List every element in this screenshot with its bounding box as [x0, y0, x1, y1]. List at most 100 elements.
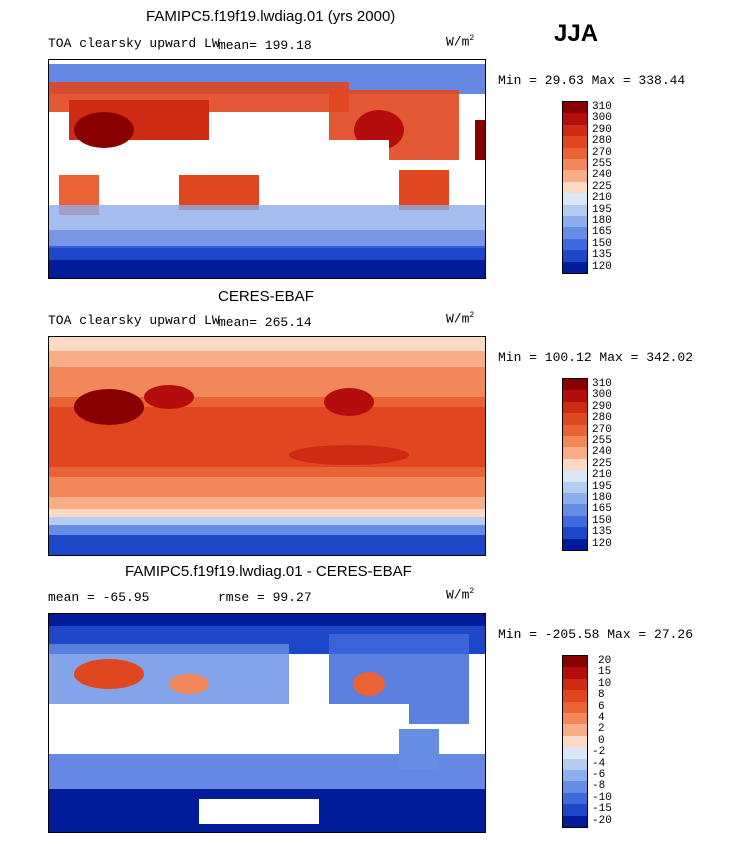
map-fill-southern-mid [49, 230, 485, 248]
colorbar-tick: 300 [592, 112, 612, 125]
season-label: JJA [554, 20, 599, 47]
colorbar-tick: 290 [592, 400, 612, 413]
colorbar-swatch [563, 527, 587, 539]
colorbar-tick: 180 [592, 492, 612, 504]
map-mask-tropics [139, 140, 389, 200]
map-fill-antarctic [49, 535, 485, 555]
colorbar-swatch [563, 667, 587, 679]
colorbar-swatch [563, 690, 587, 702]
map-fill-south-cool [49, 509, 485, 519]
map-fill-na-desert [324, 388, 374, 416]
map-fill-south-mid-lat [49, 205, 485, 230]
colorbar-swatch [563, 656, 587, 668]
colorbar-swatch [563, 515, 587, 528]
panel3-minmax: Min = -205.58 Max = 27.26 [498, 627, 694, 642]
colorbar-swatch [563, 181, 587, 194]
panel2-mean: mean= 265.14 [218, 315, 312, 330]
colorbar-tick: 210 [592, 192, 612, 205]
panel1-mean: mean= 199.18 [218, 38, 312, 53]
colorbar-tick: -4 [592, 757, 606, 770]
colorbar-swatch [563, 713, 587, 725]
colorbar-tick: 210 [592, 469, 612, 482]
map-mask-antarctic [199, 799, 319, 824]
colorbar-tick: 280 [592, 412, 612, 425]
colorbar-tick: 6 [598, 700, 605, 713]
colorbar-swatch [563, 724, 587, 736]
colorbar-tick: 10 [598, 677, 612, 690]
colorbar-tick: 150 [592, 237, 612, 250]
map-fill-sahara [74, 389, 144, 425]
colorbar-tick: 300 [592, 389, 612, 402]
map-fill-pacific-warm [289, 445, 409, 465]
colorbar-frame [562, 655, 588, 828]
colorbar-tick: 240 [592, 446, 612, 459]
colorbar-swatch [563, 747, 587, 759]
colorbar-swatch [563, 493, 587, 505]
panel2-colorbar: 310 300 290 280 270 255 240 225 210 195 … [562, 378, 622, 551]
colorbar-tick: 165 [592, 503, 612, 516]
colorbar-tick: 135 [592, 526, 612, 539]
colorbar-swatch [563, 379, 587, 391]
colorbar-swatch [563, 216, 587, 228]
panel3-units: W/m2 [446, 587, 475, 603]
map-fill-sahara-warm [74, 659, 144, 689]
colorbar-tick: 8 [598, 689, 605, 702]
map-fill-arctic-deep [49, 614, 485, 626]
colorbar-swatch [563, 792, 587, 805]
colorbar-swatch [563, 504, 587, 516]
colorbar-tick: 15 [598, 666, 612, 679]
colorbar-swatch [563, 781, 587, 793]
colorbar-frame [562, 378, 588, 551]
map-fill-east-edge [475, 120, 485, 160]
colorbar-swatch [563, 678, 587, 691]
map-fill-arabia [144, 385, 194, 409]
colorbar-swatch [563, 481, 587, 493]
colorbar-tick: -6 [592, 769, 606, 781]
colorbar-swatch [563, 401, 587, 414]
panel3-map [48, 613, 486, 833]
map-fill-antarctic [49, 260, 485, 278]
colorbar-tick: 4 [598, 712, 605, 724]
colorbar-frame [562, 101, 588, 274]
colorbar-swatch [563, 758, 587, 770]
colorbar-tick: -10 [592, 791, 612, 804]
map-fill-south-america [399, 170, 449, 210]
map-fill-arabia-warm [169, 674, 209, 694]
colorbar-swatch [563, 390, 587, 402]
colorbar-swatch [563, 102, 587, 114]
colorbar-swatch [563, 538, 587, 550]
colorbar-swatch [563, 204, 587, 216]
colorbar-tick: 290 [592, 123, 612, 136]
colorbar-swatch [563, 250, 587, 262]
map-fill-north-high [49, 351, 485, 371]
map-fill-sahara-hot [74, 112, 134, 148]
colorbar-swatch [563, 804, 587, 816]
colorbar-swatch [563, 815, 587, 827]
map-fill-south-america [399, 729, 439, 769]
panel2-units: W/m2 [446, 311, 475, 327]
panel1-units: W/m2 [446, 34, 475, 50]
map-fill-na-warm [353, 672, 385, 696]
colorbar-swatch [563, 424, 587, 436]
colorbar-tick: 0 [598, 734, 605, 747]
colorbar-tick: 20 [598, 655, 612, 667]
panel3-mean: mean = -65.95 [48, 590, 150, 605]
panel2-minmax: Min = 100.12 Max = 342.02 [498, 350, 694, 365]
map-fill-australia [179, 175, 259, 210]
map-fill-arctic [49, 337, 485, 355]
colorbar-tick: 240 [592, 169, 612, 182]
colorbar-tick: 310 [592, 378, 612, 390]
colorbar-tick: 135 [592, 249, 612, 262]
colorbar-swatch [563, 170, 587, 182]
colorbar-tick: 180 [592, 215, 612, 227]
colorbar-tick: -2 [592, 746, 606, 759]
colorbar-swatch [563, 227, 587, 239]
panel3-colorbar: 20 15 10 8 6 4 2 0 -2 -4 -6 -8 -10 -15 -… [562, 655, 622, 828]
colorbar-swatch [563, 458, 587, 471]
colorbar-swatch [563, 159, 587, 171]
panel2-variable: TOA clearsky upward LW [48, 313, 220, 328]
colorbar-tick: 195 [592, 480, 612, 493]
panel2-title: CERES-EBAF [218, 288, 314, 305]
panel3-rmse: rmse = 99.27 [218, 590, 312, 605]
map-fill-south-cold [49, 517, 485, 527]
